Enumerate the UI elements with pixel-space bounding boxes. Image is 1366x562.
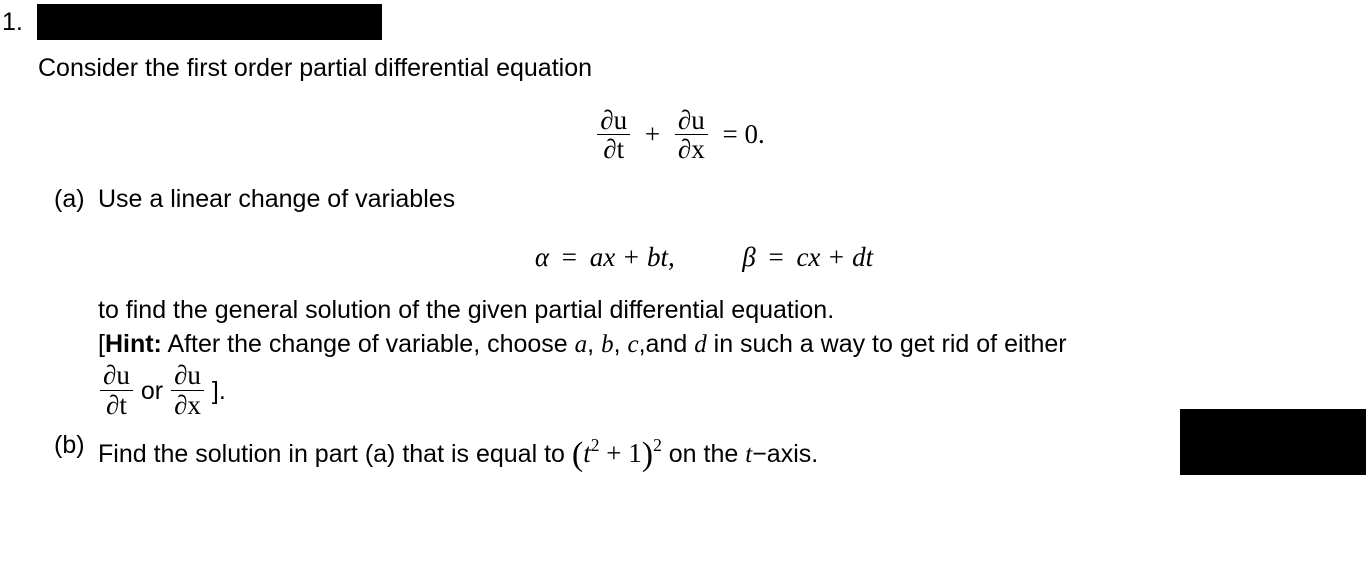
hint-num1: ∂u [103,360,130,390]
pde-plus: + [639,119,666,149]
part-a-cont: to find the general solution of the give… [54,294,1354,421]
part-b-body: Find the solution in part (a) that is eq… [98,429,1354,475]
hint-c1: , [587,330,601,358]
hint-den2: ∂x [174,390,201,420]
b-t: t [583,438,591,468]
hint-open-bracket: [ [98,330,105,358]
b-plus1: + 1 [600,438,642,468]
b-t-sup: 2 [591,435,600,455]
cov-gap [682,242,736,272]
part-a-label: (a) [54,183,98,217]
hint-a: a [575,331,588,358]
redaction-bottom-right [1180,409,1366,475]
pde-num1: ∂u [600,105,627,135]
part-a-line2: to find the general solution of the give… [98,294,1354,328]
hint-close: ]. [212,375,226,409]
change-of-vars: α = ax + bt, β = cx + dt [54,239,1354,276]
pde-num2: ∂u [678,105,705,135]
hint-num2: ∂u [174,360,201,390]
hint-text-1: After the change of variable, choose [162,330,575,358]
hint-and: ,and [639,330,695,358]
b-paren-close: ) [642,436,653,473]
b-paren-open: ( [572,436,583,473]
pde-equation: ∂u ∂t + ∂u ∂x = 0. [12,108,1354,166]
question-number: 1. [2,6,23,40]
part-b-text1: Find the solution in part (a) that is eq… [98,440,572,468]
b-outer-sup: 2 [653,435,662,455]
part-b: (b) Find the solution in part (a) that i… [54,429,1354,475]
alpha-eq: = [556,242,583,272]
b-dash: − [752,440,767,468]
hint-d: d [694,331,707,358]
redaction-top [37,4,382,40]
part-a-line1: Use a linear change of variables [98,183,1354,217]
intro-text: Consider the first order partial differe… [38,52,1354,86]
pde-rhs: = 0. [716,119,770,149]
hint-or: or [141,375,163,409]
part-a-hint-line1: [Hint: After the change of variable, cho… [98,328,1354,362]
pde-den1: ∂t [603,134,624,164]
alpha-rhs: ax + bt, [590,242,675,272]
part-a: (a) Use a linear change of variables [54,183,1354,217]
part-a-body: Use a linear change of variables [98,183,1354,217]
parts-list: (a) Use a linear change of variables α =… [54,183,1354,475]
problem-page: 1. Consider the first order partial diff… [0,0,1366,475]
hint-c: c [627,331,638,358]
hint-den1: ∂t [106,390,127,420]
beta-lhs: β [742,242,755,272]
part-b-label: (b) [54,429,98,463]
part-a-hint-line2: ∂u ∂t or ∂u ∂x ]. [98,363,1354,421]
beta-rhs: cx + dt [796,242,873,272]
hint-b: b [601,331,614,358]
hint-c2: , [614,330,628,358]
hint-text-2: in such a way to get rid of either [707,330,1067,358]
alpha-lhs: α [535,242,549,272]
beta-eq: = [762,242,789,272]
part-b-text2: on the [662,440,745,468]
part-a-body2: to find the general solution of the give… [98,294,1354,421]
pde-den2: ∂x [678,134,705,164]
hint-label: Hint: [105,330,162,358]
part-b-text3: axis. [767,440,818,468]
